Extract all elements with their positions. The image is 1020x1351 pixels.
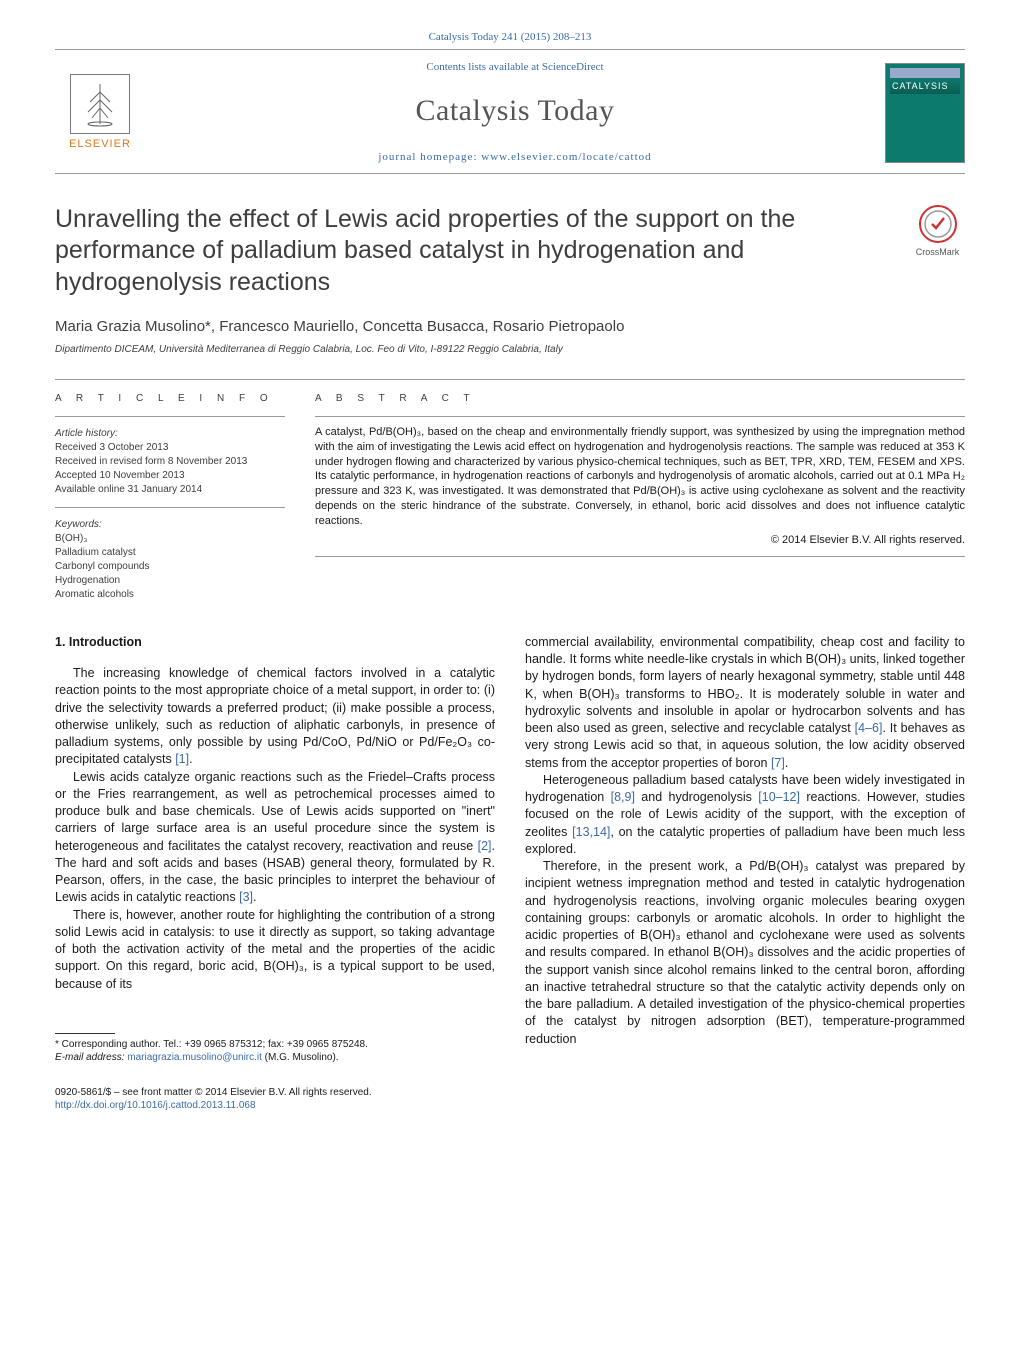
journal-header: ELSEVIER Contents lists available at Sci…	[55, 52, 965, 171]
abstract-text: A catalyst, Pd/B(OH)₃, based on the chea…	[315, 425, 965, 529]
para-text: and hydrogenolysis	[635, 790, 758, 804]
keyword: Carbonyl compounds	[55, 560, 285, 574]
sciencedirect-link[interactable]: ScienceDirect	[542, 61, 604, 73]
para: commercial availability, environmental c…	[525, 634, 965, 772]
left-column: 1. Introduction The increasing knowledge…	[55, 634, 495, 1113]
contents-line: Contents lists available at ScienceDirec…	[145, 60, 885, 75]
journal-cover-thumbnail: CATALYSIS	[885, 63, 965, 163]
para: There is, however, another route for hig…	[55, 907, 495, 993]
keywords-label: Keywords:	[55, 518, 285, 532]
keyword: Palladium catalyst	[55, 546, 285, 560]
cover-body	[890, 94, 960, 157]
contents-prefix: Contents lists available at	[426, 61, 541, 73]
divider	[315, 416, 965, 417]
keyword: Aromatic alcohols	[55, 588, 285, 602]
crossmark-badge[interactable]: CrossMark	[910, 204, 965, 259]
right-column: commercial availability, environmental c…	[525, 634, 965, 1113]
doi-link[interactable]: http://dx.doi.org/10.1016/j.cattod.2013.…	[55, 1100, 256, 1111]
citation-link[interactable]: [3]	[239, 890, 253, 904]
footnote-email-line: E-mail address: mariagrazia.musolino@uni…	[55, 1051, 495, 1064]
email-label: E-mail address:	[55, 1052, 127, 1063]
homepage-link[interactable]: www.elsevier.com/locate/cattod	[481, 151, 651, 163]
corresponding-author-footnote: * Corresponding author. Tel.: +39 0965 8…	[55, 1038, 495, 1064]
affiliation: Dipartimento DICEAM, Università Mediterr…	[55, 343, 965, 357]
article-info-heading: a r t i c l e i n f o	[55, 392, 285, 406]
keyword: B(OH)₃	[55, 532, 285, 546]
abstract-copyright: © 2014 Elsevier B.V. All rights reserved…	[315, 533, 965, 548]
email-link[interactable]: mariagrazia.musolino@unirc.it	[127, 1052, 262, 1063]
homepage-prefix: journal homepage:	[378, 151, 481, 163]
elsevier-tree-icon	[70, 74, 130, 134]
cover-label: CATALYSIS	[890, 78, 960, 95]
online-date: Available online 31 January 2014	[55, 483, 285, 497]
crossmark-icon	[918, 204, 958, 244]
authors: Maria Grazia Musolino*, Francesco Maurie…	[55, 316, 965, 337]
article-title: Unravelling the effect of Lewis acid pro…	[55, 204, 910, 298]
cover-stripe	[890, 68, 960, 78]
para: Therefore, in the present work, a Pd/B(O…	[525, 858, 965, 1048]
para-text: The increasing knowledge of chemical fac…	[55, 666, 495, 766]
revised-date: Received in revised form 8 November 2013	[55, 455, 285, 469]
header-citation: Catalysis Today 241 (2015) 208–213	[55, 30, 965, 45]
citation-link[interactable]: [4–6]	[855, 721, 883, 735]
divider	[315, 556, 965, 557]
para: Lewis acids catalyze organic reactions s…	[55, 769, 495, 907]
crossmark-label: CrossMark	[916, 247, 960, 257]
para: Heterogeneous palladium based catalysts …	[525, 772, 965, 858]
citation-link[interactable]: [13,14]	[572, 825, 610, 839]
citation-link[interactable]: [7]	[771, 756, 785, 770]
divider	[55, 173, 965, 174]
elsevier-logo: ELSEVIER	[55, 65, 145, 160]
footnote-rule	[55, 1033, 115, 1034]
journal-homepage: journal homepage: www.elsevier.com/locat…	[145, 150, 885, 165]
para-text: Lewis acids catalyze organic reactions s…	[55, 770, 495, 853]
article-info: a r t i c l e i n f o Article history: R…	[55, 392, 285, 602]
accepted-date: Accepted 10 November 2013	[55, 469, 285, 483]
issn-doi-box: 0920-5861/$ – see front matter © 2014 El…	[55, 1086, 495, 1113]
email-suffix: (M.G. Musolino).	[262, 1052, 339, 1063]
section-heading: 1. Introduction	[55, 634, 495, 651]
para: The increasing knowledge of chemical fac…	[55, 665, 495, 769]
keyword: Hydrogenation	[55, 574, 285, 588]
divider	[55, 49, 965, 50]
divider	[55, 416, 285, 417]
divider	[55, 507, 285, 508]
issn-line: 0920-5861/$ – see front matter © 2014 El…	[55, 1086, 495, 1100]
abstract: a b s t r a c t A catalyst, Pd/B(OH)₃, b…	[315, 392, 965, 602]
header-center: Contents lists available at ScienceDirec…	[145, 60, 885, 165]
citation-link[interactable]: [2]	[478, 839, 492, 853]
abstract-heading: a b s t r a c t	[315, 392, 965, 406]
journal-name: Catalysis Today	[145, 90, 885, 132]
citation-link[interactable]: [10–12]	[758, 790, 800, 804]
divider	[55, 379, 965, 380]
history-label: Article history:	[55, 427, 285, 441]
elsevier-wordmark: ELSEVIER	[69, 137, 131, 152]
citation-link[interactable]: [1]	[175, 752, 189, 766]
received-date: Received 3 October 2013	[55, 441, 285, 455]
tree-icon	[76, 80, 124, 128]
citation-link[interactable]: [8,9]	[611, 790, 635, 804]
body-text: 1. Introduction The increasing knowledge…	[55, 634, 965, 1113]
footnote-line: * Corresponding author. Tel.: +39 0965 8…	[55, 1038, 495, 1051]
